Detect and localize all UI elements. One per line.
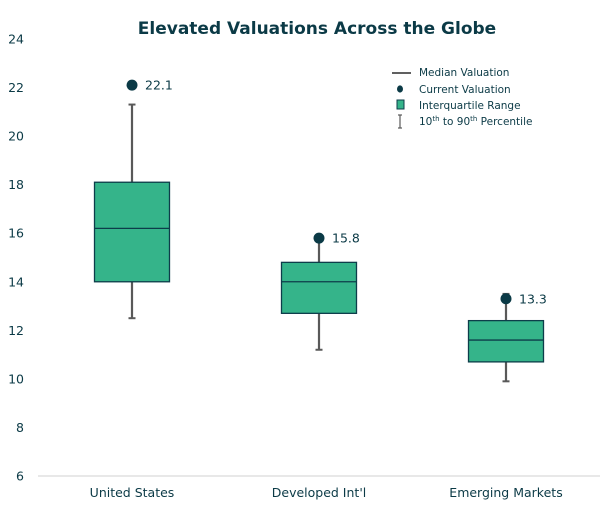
x-axis-labels: United States Developed Int'l Emerging Mar… xyxy=(90,485,563,500)
box-group: 22.1 xyxy=(93,78,173,320)
y-tick-label: 20 xyxy=(8,129,24,144)
legend-label: Median Valuation xyxy=(419,67,509,79)
y-tick-label: 22 xyxy=(8,80,24,95)
iqr-box xyxy=(467,319,545,363)
legend-label-part: Percentile xyxy=(477,116,532,128)
current-valuation-label: 22.1 xyxy=(145,78,173,93)
x-category-label: United States xyxy=(90,485,175,500)
legend-label-part: th xyxy=(432,115,439,123)
x-category-label: Emerging Markets xyxy=(449,485,562,500)
legend-label: 10th to 90th Percentile xyxy=(419,115,532,128)
box-group: 13.3 xyxy=(467,291,547,383)
y-tick-label: 8 xyxy=(16,420,24,435)
current-valuation-dot xyxy=(126,79,138,91)
current-valuation-dot xyxy=(500,293,512,305)
legend-current-dot-icon xyxy=(397,85,403,93)
y-tick-label: 12 xyxy=(8,323,24,338)
legend-label: Interquartile Range xyxy=(419,100,521,112)
iqr-box xyxy=(93,181,171,283)
legend-label: Current Valuation xyxy=(419,84,511,96)
chart-title: Elevated Valuations Across the Globe xyxy=(138,19,496,39)
legend-iqr-square-icon xyxy=(396,99,405,110)
box-series: 22.1 15.8 13.3 xyxy=(93,78,547,383)
y-axis: 6 8 10 12 14 16 18 20 22 24 xyxy=(8,32,24,484)
legend-label-part: th xyxy=(470,115,477,123)
y-tick-label: 24 xyxy=(8,32,24,47)
y-tick-label: 14 xyxy=(8,274,24,289)
current-valuation-label: 13.3 xyxy=(519,291,547,306)
current-valuation-dot xyxy=(313,232,325,244)
legend-label-part: to 90 xyxy=(440,116,471,128)
iqr-box xyxy=(280,261,358,314)
y-tick-label: 16 xyxy=(8,226,24,241)
x-category-label: Developed Int'l xyxy=(272,485,366,500)
current-valuation-label: 15.8 xyxy=(332,231,360,246)
y-tick-label: 18 xyxy=(8,177,24,192)
y-tick-label: 10 xyxy=(8,371,24,386)
legend-label-part: 10 xyxy=(419,116,432,128)
y-tick-label: 6 xyxy=(16,469,24,484)
box-group: 15.8 xyxy=(280,231,360,351)
legend: Median Valuation Current Valuation Interqu… xyxy=(392,67,532,129)
